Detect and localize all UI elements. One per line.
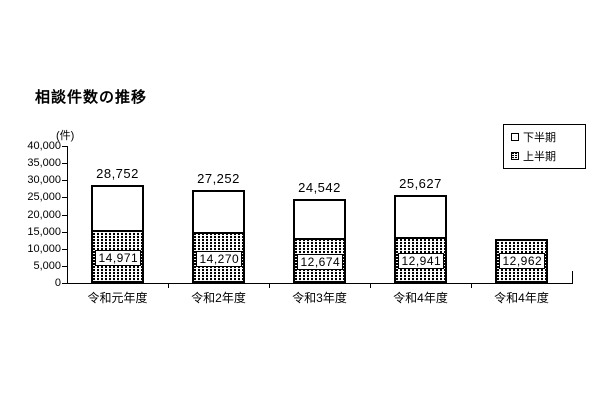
bar-令和元年度 [91, 185, 144, 283]
y-axis-tick [62, 231, 67, 233]
y-axis-tick [62, 197, 67, 199]
y-axis-tick [62, 146, 67, 147]
y-axis-tick-label: 25,000 [27, 191, 61, 204]
x-axis-tick [370, 284, 371, 288]
y-axis-unit: (件) [56, 130, 75, 142]
y-axis-tick-label: 20,000 [27, 208, 61, 221]
x-axis-tick [168, 284, 169, 288]
y-axis-tick-label: 0 [54, 277, 61, 289]
legend-swatch-icon [511, 152, 519, 160]
y-axis-tick-label: 40,000 [27, 140, 61, 152]
bar-segment-label: 12,674 [296, 253, 343, 270]
y-axis-tick [62, 163, 67, 165]
legend-swatch-icon [511, 133, 519, 141]
bar-total-label: 24,542 [298, 180, 341, 195]
y-axis-tick [62, 214, 67, 216]
bar-令和4年度 [394, 195, 447, 283]
y-axis-tick-label: 5,000 [33, 259, 61, 272]
bar-segment-label: 14,971 [94, 249, 141, 266]
legend-item: 上半期 [511, 148, 579, 164]
x-axis-category-label: 令和元年度 [87, 291, 148, 305]
y-axis-tick [62, 248, 67, 250]
x-axis-category-label: 令和2年度 [191, 291, 246, 305]
x-axis-end-tick [572, 271, 573, 283]
x-axis-category-label: 令和4年度 [494, 291, 549, 305]
legend-label: 下半期 [523, 132, 556, 144]
x-axis-category-label: 令和3年度 [292, 291, 347, 305]
x-axis-tick [269, 284, 270, 288]
bar-segment-label: 14,270 [195, 250, 242, 267]
y-axis-tick-label: 30,000 [27, 174, 61, 187]
bar-total-label: 28,752 [96, 166, 139, 181]
bar-total-label: 25,627 [399, 176, 442, 191]
x-axis-line [62, 283, 573, 284]
y-axis-line [67, 146, 68, 284]
bar-segment-label: 12,941 [397, 253, 444, 269]
bar-令和2年度 [192, 190, 245, 283]
y-axis-tick-label: 35,000 [27, 157, 61, 170]
bar-total-label: 27,252 [197, 171, 240, 186]
x-axis-tick [471, 284, 472, 288]
chart-title: 相談件数の推移 [35, 89, 148, 106]
legend: 下半期 上半期 [503, 124, 586, 169]
y-axis-tick-label: 15,000 [27, 225, 61, 238]
bar-令和3年度 [293, 199, 346, 283]
bar-segment-label: 12,962 [498, 253, 545, 269]
y-axis-tick-label: 10,000 [27, 242, 61, 255]
x-axis-category-label: 令和4年度 [393, 291, 448, 305]
legend-item: 下半期 [511, 129, 579, 145]
y-axis-tick [62, 180, 67, 182]
y-axis-tick [62, 265, 67, 267]
legend-label: 上半期 [523, 151, 556, 163]
